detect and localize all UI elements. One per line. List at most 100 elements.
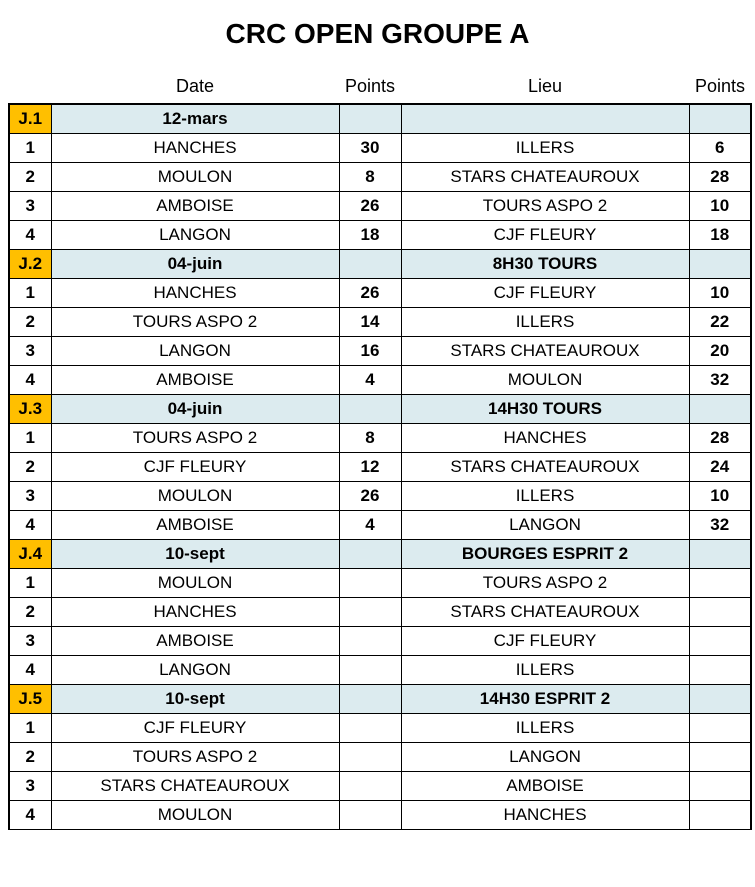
match-row: 2TOURS ASPO 2 LANGON <box>9 743 751 772</box>
team-a: HANCHES <box>51 598 339 627</box>
col-ptsA: Points <box>339 72 401 104</box>
points-b: 20 <box>689 337 751 366</box>
points-b <box>689 656 751 685</box>
match-row: 3STARS CHATEAUROUXAMBOISE <box>9 772 751 801</box>
points-b <box>689 772 751 801</box>
team-a: TOURS ASPO 2 <box>51 743 339 772</box>
match-index: 2 <box>9 743 51 772</box>
match-row: 1TOURS ASPO 28HANCHES28 <box>9 424 751 453</box>
match-index: 3 <box>9 627 51 656</box>
points-a <box>339 598 401 627</box>
points-a <box>339 772 401 801</box>
points-b: 24 <box>689 453 751 482</box>
points-a: 18 <box>339 221 401 250</box>
journee-ptsB-blank <box>689 540 751 569</box>
points-a <box>339 627 401 656</box>
match-index: 1 <box>9 714 51 743</box>
journee-ptsA-blank <box>339 250 401 279</box>
match-index: 4 <box>9 801 51 830</box>
points-b: 10 <box>689 279 751 308</box>
match-index: 4 <box>9 221 51 250</box>
team-a: CJF FLEURY <box>51 714 339 743</box>
team-b: STARS CHATEAUROUX <box>401 453 689 482</box>
team-b: ILLERS <box>401 656 689 685</box>
points-a: 8 <box>339 163 401 192</box>
team-b: MOULON <box>401 366 689 395</box>
journee-code: J.3 <box>9 395 51 424</box>
match-index: 2 <box>9 163 51 192</box>
journee-ptsA-blank <box>339 104 401 134</box>
match-row: 3LANGON16STARS CHATEAUROUX20 <box>9 337 751 366</box>
team-a: HANCHES <box>51 134 339 163</box>
journee-ptsB-blank <box>689 250 751 279</box>
points-a <box>339 714 401 743</box>
team-b: ILLERS <box>401 482 689 511</box>
team-b: CJF FLEURY <box>401 627 689 656</box>
team-b: HANCHES <box>401 424 689 453</box>
journee-lieu: 14H30 TOURS <box>401 395 689 424</box>
journee-header-row: J.410-septBOURGES ESPRIT 2 <box>9 540 751 569</box>
points-a: 8 <box>339 424 401 453</box>
team-a: AMBOISE <box>51 192 339 221</box>
journee-date: 12-mars <box>51 104 339 134</box>
column-header-row: Date Points Lieu Points <box>9 72 751 104</box>
points-a: 16 <box>339 337 401 366</box>
journee-header-row: J.304-juin 14H30 TOURS <box>9 395 751 424</box>
match-index: 3 <box>9 337 51 366</box>
journee-code: J.4 <box>9 540 51 569</box>
match-index: 2 <box>9 308 51 337</box>
team-a: CJF FLEURY <box>51 453 339 482</box>
journee-ptsB-blank <box>689 104 751 134</box>
col-date: Date <box>51 72 339 104</box>
match-row: 1HANCHES30ILLERS6 <box>9 134 751 163</box>
points-b: 10 <box>689 482 751 511</box>
team-b: ILLERS <box>401 714 689 743</box>
match-row: 1MOULONTOURS ASPO 2 <box>9 569 751 598</box>
points-a <box>339 569 401 598</box>
team-a: AMBOISE <box>51 627 339 656</box>
points-b <box>689 569 751 598</box>
points-b <box>689 714 751 743</box>
match-index: 1 <box>9 279 51 308</box>
match-row: 3AMBOISE CJF FLEURY <box>9 627 751 656</box>
journee-date: 04-juin <box>51 395 339 424</box>
team-a: LANGON <box>51 337 339 366</box>
match-row: 2MOULON8STARS CHATEAUROUX28 <box>9 163 751 192</box>
journee-date: 10-sept <box>51 685 339 714</box>
match-row: 2HANCHES STARS CHATEAUROUX <box>9 598 751 627</box>
team-a: MOULON <box>51 801 339 830</box>
points-b <box>689 743 751 772</box>
team-b: LANGON <box>401 743 689 772</box>
match-index: 4 <box>9 366 51 395</box>
team-a: MOULON <box>51 569 339 598</box>
match-index: 2 <box>9 598 51 627</box>
points-b: 18 <box>689 221 751 250</box>
match-row: 4LANGONILLERS <box>9 656 751 685</box>
points-b: 32 <box>689 511 751 540</box>
team-b: ILLERS <box>401 308 689 337</box>
team-b: STARS CHATEAUROUX <box>401 598 689 627</box>
points-a: 26 <box>339 279 401 308</box>
schedule-table: Date Points Lieu Points J.112-mars1HANCH… <box>8 72 752 830</box>
points-b: 6 <box>689 134 751 163</box>
match-row: 1CJF FLEURY ILLERS <box>9 714 751 743</box>
match-index: 4 <box>9 656 51 685</box>
match-index: 1 <box>9 424 51 453</box>
team-b: TOURS ASPO 2 <box>401 192 689 221</box>
match-index: 4 <box>9 511 51 540</box>
match-row: 4MOULONHANCHES <box>9 801 751 830</box>
match-row: 3MOULON26ILLERS10 <box>9 482 751 511</box>
points-b: 10 <box>689 192 751 221</box>
team-b: ILLERS <box>401 134 689 163</box>
match-row: 2TOURS ASPO 214ILLERS22 <box>9 308 751 337</box>
team-a: TOURS ASPO 2 <box>51 308 339 337</box>
col-ptsB: Points <box>689 72 751 104</box>
team-a: LANGON <box>51 221 339 250</box>
journee-header-row: J.204-juin8H30 TOURS <box>9 250 751 279</box>
points-b: 22 <box>689 308 751 337</box>
match-index: 3 <box>9 482 51 511</box>
team-a: MOULON <box>51 163 339 192</box>
journee-ptsA-blank <box>339 685 401 714</box>
team-a: STARS CHATEAUROUX <box>51 772 339 801</box>
page-title: CRC OPEN GROUPE A <box>8 18 747 50</box>
